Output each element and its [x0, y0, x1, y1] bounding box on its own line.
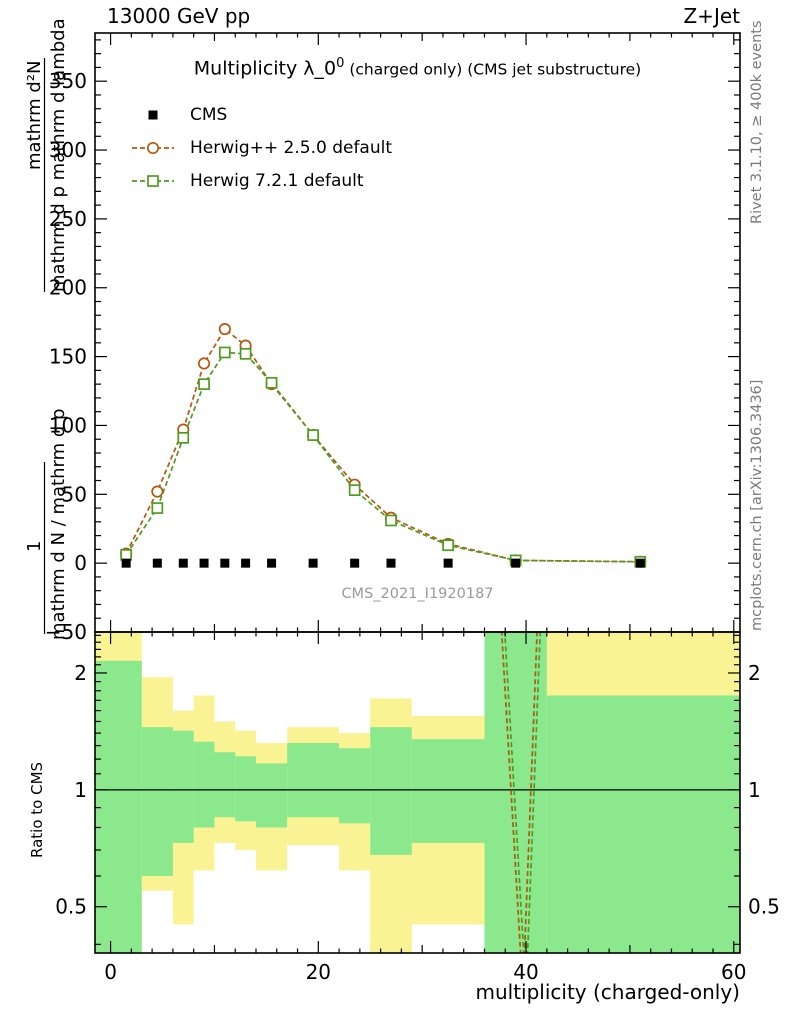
legend-label-cms: CMS: [190, 104, 228, 125]
cms-marker-icon: [130, 106, 176, 124]
y-axis-denominator-1: mathrm d p mathrm d lambda: [48, 18, 69, 292]
legend-item-cms: CMS: [130, 98, 392, 131]
process-label: Z+Jet: [683, 4, 740, 28]
y-axis-denominator-2: mathrm d N / mathrm d p: [48, 408, 69, 640]
svg-text:100: 100: [49, 413, 87, 437]
y-axis-numerator-2: 1: [24, 540, 45, 552]
plot-title-main: Multiplicity λ_0: [193, 57, 337, 80]
axis-ticks: [95, 33, 740, 953]
ratio-curve: [503, 632, 542, 953]
svg-text:150: 150: [49, 345, 87, 369]
legend: CMS Herwig++ 2.5.0 default Herwig 7.2.1 …: [130, 98, 392, 197]
svg-text:0: 0: [74, 551, 87, 575]
ratio-frame: [94, 631, 741, 954]
mcplots-reference-label: mcplots.cern.ch [arXiv:1306.3436]: [749, 379, 765, 631]
svg-text:40: 40: [513, 960, 538, 984]
plot-title: Multiplicity λ_00 (charged only) (CMS je…: [95, 56, 740, 79]
y-axis-numerator-1: mathrm d²N: [24, 60, 45, 170]
svg-text:60: 60: [721, 960, 746, 984]
svg-text:300: 300: [49, 138, 87, 162]
legend-label-herwig7: Herwig 7.2.1 default: [190, 170, 364, 191]
svg-text:1: 1: [748, 778, 761, 802]
svg-text:0.5: 0.5: [55, 895, 87, 919]
ratio-axis-label: Ratio to CMS: [28, 761, 46, 858]
svg-text:2: 2: [74, 661, 87, 685]
legend-item-herwigpp: Herwig++ 2.5.0 default: [130, 131, 392, 164]
svg-text:350: 350: [49, 69, 87, 93]
ratio-uncertainty-bands: [95, 632, 740, 953]
svg-text:20: 20: [306, 960, 331, 984]
watermark: CMS_2021_I1920187: [341, 586, 494, 602]
svg-text:200: 200: [49, 276, 87, 300]
legend-label-herwigpp: Herwig++ 2.5.0 default: [190, 137, 393, 158]
plot-title-superscript: 0: [336, 56, 345, 71]
svg-text:2: 2: [748, 661, 761, 685]
svg-text:50: 50: [62, 482, 87, 506]
beam-energy-label: 13000 GeV pp: [107, 4, 251, 28]
x-axis-label: multiplicity (charged-only): [475, 980, 740, 1004]
ratio-curve: [500, 632, 538, 953]
legend-item-herwig7: Herwig 7.2.1 default: [130, 164, 392, 197]
svg-text:0.5: 0.5: [748, 895, 780, 919]
svg-text:250: 250: [49, 207, 87, 231]
svg-text:0: 0: [104, 960, 117, 984]
svg-text:−50: −50: [45, 620, 87, 644]
rivet-version-label: Rivet 3.1.10, ≥ 400k events: [749, 20, 765, 224]
herwigpp-marker-icon: [130, 139, 176, 157]
main-series: [120, 323, 647, 568]
herwig7-marker-icon: [130, 172, 176, 190]
plot-title-suffix: (charged only) (CMS jet substructure): [344, 60, 642, 79]
svg-text:1: 1: [74, 778, 87, 802]
